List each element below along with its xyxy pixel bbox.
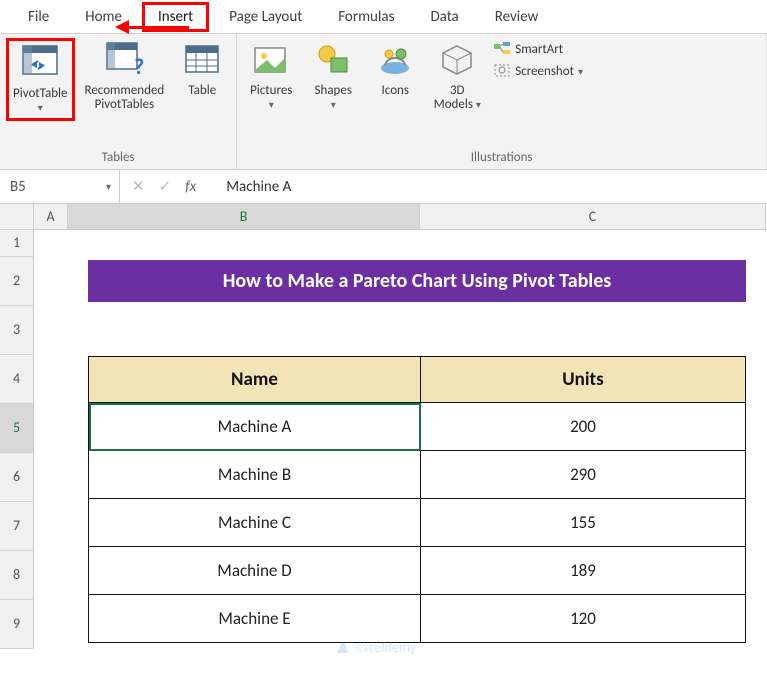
th-units: Units [421, 357, 746, 403]
pictures-icon [251, 40, 291, 80]
col-header-b[interactable]: B [68, 204, 420, 230]
row-header-9[interactable]: 9 [0, 600, 34, 649]
name-box[interactable]: B5 ▾ [0, 170, 120, 203]
col-header-c[interactable]: C [420, 204, 766, 230]
cancel-icon[interactable]: ✕ [132, 177, 145, 196]
group-illustrations: Pictures▾ Shapes▾ Icons [237, 34, 767, 169]
row-header-2[interactable]: 2 [0, 257, 34, 306]
chevron-down-icon: ▾ [269, 98, 274, 111]
tab-formulas[interactable]: Formulas [322, 2, 410, 32]
tab-page-layout[interactable]: Page Layout [213, 2, 318, 32]
callout-arrow [115, 20, 189, 34]
formula-bar: B5 ▾ ✕ ✓ fx Machine A [0, 170, 767, 204]
3d-models-button[interactable]: 3D Models ▾ [429, 38, 485, 115]
fx-icon[interactable]: fx [185, 178, 196, 196]
screenshot-icon [493, 62, 511, 80]
chevron-down-icon: ▾ [106, 180, 111, 193]
cell-b7[interactable]: Machine C [89, 499, 421, 547]
cell-b5[interactable]: Machine A [89, 403, 421, 451]
shapes-button[interactable]: Shapes▾ [305, 38, 361, 115]
chevron-down-icon: ▾ [476, 98, 481, 111]
illustrations-stack: SmartArt Screenshot ▾ [491, 38, 585, 82]
pictures-button[interactable]: Pictures▾ [243, 38, 299, 115]
data-table: Name Units Machine A 200 Machine B 290 M… [88, 356, 746, 643]
row-header-7[interactable]: 7 [0, 502, 34, 551]
svg-text:?: ? [134, 53, 144, 80]
row-header-6[interactable]: 6 [0, 453, 34, 502]
cell-b8[interactable]: Machine D [89, 547, 421, 595]
chevron-down-icon: ▾ [578, 65, 583, 78]
row-header-5[interactable]: 5 [0, 404, 34, 453]
cell-c5[interactable]: 200 [421, 403, 746, 451]
screenshot-button[interactable]: Screenshot ▾ [493, 62, 583, 80]
recommended-pivottables-icon: ? [104, 40, 144, 80]
chevron-down-icon: ▾ [38, 101, 43, 114]
row-header-3[interactable]: 3 [0, 306, 34, 355]
smartart-button[interactable]: SmartArt [493, 40, 583, 58]
table-icon [182, 40, 222, 80]
worksheet: 1 2 3 4 5 6 7 8 9 A B C How to Make a Pa… [0, 204, 767, 678]
shapes-icon [313, 40, 353, 80]
select-all-corner[interactable] [0, 204, 34, 230]
ribbon: PivotTable▾ ? Recommended PivotTables [0, 34, 767, 170]
th-name: Name [89, 357, 421, 403]
row-header-4[interactable]: 4 [0, 355, 34, 404]
3d-models-icon [437, 40, 477, 80]
table-button[interactable]: Table [174, 38, 230, 100]
col-header-a[interactable]: A [34, 204, 68, 230]
cell-c8[interactable]: 189 [421, 547, 746, 595]
pivottable-button[interactable]: PivotTable▾ [6, 38, 75, 121]
pivottable-icon [20, 43, 60, 83]
cell-c6[interactable]: 290 [421, 451, 746, 499]
cell-c7[interactable]: 155 [421, 499, 746, 547]
enter-icon[interactable]: ✓ [159, 177, 172, 196]
icons-icon [375, 40, 415, 80]
chevron-down-icon: ▾ [331, 98, 336, 111]
watermark: exceldemy [334, 638, 416, 656]
recommended-pivottables-button[interactable]: ? Recommended PivotTables [81, 38, 169, 115]
page-title: How to Make a Pareto Chart Using Pivot T… [88, 260, 746, 302]
tab-file[interactable]: File [12, 2, 65, 32]
icons-button[interactable]: Icons [367, 38, 423, 100]
tab-data[interactable]: Data [414, 2, 474, 32]
row-header-8[interactable]: 8 [0, 551, 34, 600]
row-header-1[interactable]: 1 [0, 230, 34, 257]
cell-c9[interactable]: 120 [421, 595, 746, 643]
group-tables: PivotTable▾ ? Recommended PivotTables [0, 34, 237, 169]
formula-input[interactable]: Machine A [208, 178, 767, 196]
cell-b6[interactable]: Machine B [89, 451, 421, 499]
cell-b9[interactable]: Machine E [89, 595, 421, 643]
smartart-icon [493, 40, 511, 58]
tab-review[interactable]: Review [479, 2, 555, 32]
